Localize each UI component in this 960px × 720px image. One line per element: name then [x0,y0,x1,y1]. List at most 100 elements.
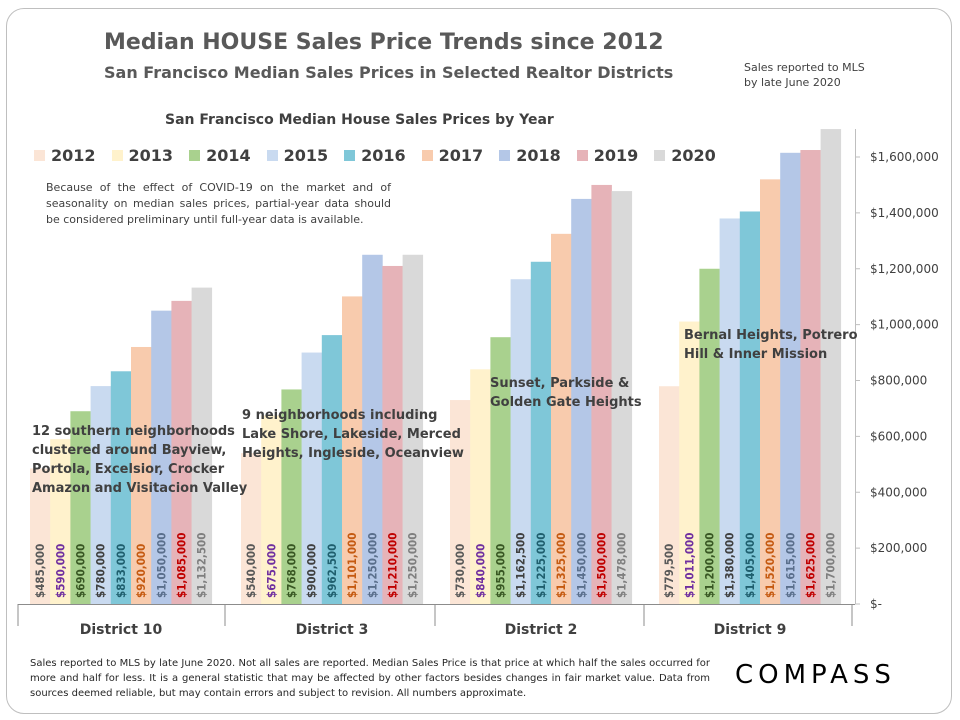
data-label: $690,000 [74,544,88,598]
covid-note: Because of the effect of COVID-19 on the… [46,181,391,226]
legend-item-2017: 2017 [421,146,484,165]
data-label: $1,101,000 [345,533,359,598]
bar-2013 [679,321,700,604]
bar-2016 [739,211,761,604]
y-tick-label: $1,200,000 [870,262,939,276]
bar-2018 [571,198,592,604]
bar-2017 [342,296,363,604]
footer-disclaimer: Sales reported to MLS by late June 2020.… [30,658,710,699]
legend-swatch [499,150,511,161]
data-label: $833,000 [114,544,128,598]
legend-item-2020: 2020 [654,146,716,165]
district-2-description: Sunset, Parkside & Golden Gate Heights [490,374,642,412]
y-tick-label: $- [870,597,882,611]
bar-2014 [70,411,91,604]
x-category-label: District 10 [80,622,163,638]
bar-2018 [151,310,172,604]
data-label: $540,000 [244,544,258,598]
legend-label: 2018 [516,146,561,165]
legend-label: 2017 [438,146,484,165]
data-label: $920,000 [134,544,148,598]
y-tick-label: $400,000 [870,485,927,499]
data-label: $1,162,500 [514,533,528,598]
legend-item-2019: 2019 [576,146,639,165]
note-line: Sales reported to MLS [744,61,865,74]
bar-2013 [470,369,491,604]
y-tick-label: $1,600,000 [870,150,939,164]
data-label: $1,405,000 [743,533,757,598]
data-label: $1,250,000 [365,533,379,598]
data-label: $779,500 [662,544,676,598]
legend-label: 2015 [283,146,329,165]
annotation-line: 12 southern neighborhoods [32,424,235,439]
page-title: Median HOUSE Sales Price Trends since 20… [104,30,664,55]
bar-2019 [382,265,403,604]
legend-swatch [266,150,278,161]
legend: 2012 2013 2014 2015 2016 2017 2018 2019 2020 [34,146,732,165]
data-label: $675,000 [264,544,278,598]
annotation-line: 9 neighborhoods including [242,408,438,423]
data-label: $1,250,000 [406,533,420,598]
annotation-line: Portola, Excelsior, Crocker [32,462,225,477]
legend-item-2012: 2012 [34,146,96,165]
data-label: $1,615,000 [783,533,797,598]
bar-2017 [760,179,781,604]
legend-swatch [34,150,45,161]
bar-2014 [699,268,720,604]
bar-2019 [171,300,192,604]
legend-label: 2013 [128,146,174,165]
bar-2012 [30,468,51,604]
slide-frame [6,8,952,714]
legend-label: 2016 [361,146,406,165]
legend-swatch [654,150,666,161]
annotation-line: Hill & Inner Mission [684,347,828,362]
data-label: $1,050,000 [154,533,168,598]
legend-label: 2019 [593,146,639,165]
bar-2012 [450,400,471,604]
data-label: $768,000 [285,544,299,598]
legend-label: 2020 [671,146,716,165]
x-category-label: District 3 [296,622,369,638]
bar-2017 [131,346,152,604]
annotation-line: Heights, Ingleside, Oceanview [242,446,464,461]
chart-title: San Francisco Median House Sales Prices … [165,112,554,128]
data-label: $1,132,500 [195,533,209,598]
bar-2015 [510,279,532,604]
legend-swatch [189,150,201,161]
district-3-description: 9 neighborhoods including Lake Shore, Lak… [242,406,464,463]
bar-2012 [659,386,680,604]
data-label: $1,380,000 [723,533,737,598]
annotation-line: Sunset, Parkside & [490,376,630,391]
legend-swatch [421,150,433,161]
data-label: $1,200,000 [703,533,717,598]
bar-2015 [90,386,112,604]
y-tick-label: $600,000 [870,429,927,443]
data-label: $1,500,000 [595,533,609,598]
bar-2019 [800,150,821,604]
bar-2019 [591,184,612,604]
data-label: $1,700,000 [824,533,838,598]
bar-2014 [490,337,511,604]
annotation-line: Amazon and Visitacion Valley [32,481,248,496]
legend-item-2014: 2014 [189,146,251,165]
note-line: by late June 2020 [744,76,841,89]
bar-2020 [611,191,633,605]
bar-2016 [530,261,552,604]
legend-item-2013: 2013 [111,146,174,165]
data-label: $900,000 [305,544,319,598]
bar-2017 [551,233,572,604]
x-category-label: District 2 [505,622,578,638]
page-subtitle: San Francisco Median Sales Prices in Sel… [104,63,674,82]
bar-2020 [191,287,213,604]
annotation-line: Bernal Heights, Potrero [684,328,858,343]
data-label: $1,225,000 [534,533,548,598]
data-label: $1,210,000 [386,533,400,598]
compass-logo: COMPASS [735,660,896,690]
bar-2016 [110,371,132,604]
bar-2020 [820,129,842,604]
y-tick-label: $1,000,000 [870,318,939,332]
data-label: $590,000 [53,544,67,598]
data-label: $1,625,000 [804,533,818,598]
annotation-line: Lake Shore, Lakeside, Merced [242,427,461,442]
